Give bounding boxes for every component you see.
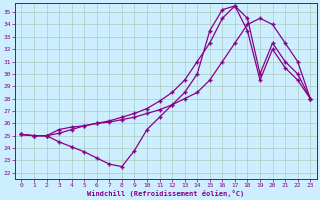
X-axis label: Windchill (Refroidissement éolien,°C): Windchill (Refroidissement éolien,°C) [87,190,244,197]
